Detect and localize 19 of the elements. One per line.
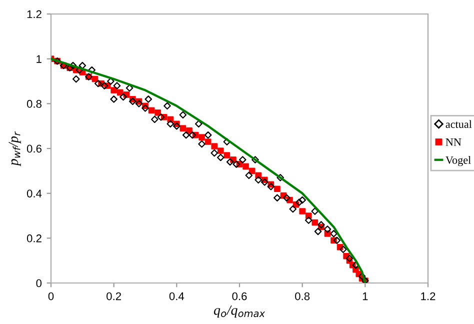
x-axis-title: q$_{o}$/q$_{omax}$ [214,306,266,318]
x-tick-label: 0 [48,292,54,300]
legend-label: Vogel [446,156,471,166]
y-axis-title: p$_{wf}$/p$_{r}$ [8,131,21,166]
y-tick-label: 0.2 [26,234,42,242]
x-tick-label: 1 [362,292,368,300]
legend-label: actual [446,120,472,128]
x-tick-label: 1.2 [421,292,436,300]
y-tick-label: 1 [36,55,42,63]
x-tick-label: 0.4 [169,292,184,300]
y-tick-label: 1.2 [27,10,42,18]
x-tick-label: 0.2 [106,292,121,300]
x-tick-label: 0.8 [295,292,310,300]
y-tick-label: 0 [36,279,42,288]
y-tick-label: 0.6 [26,144,42,153]
legend-label: NN [446,138,462,146]
y-tick-label: 0.8 [26,100,42,108]
x-tick-label: 0.6 [232,292,247,300]
y-tick-label: 0.4 [26,190,42,198]
